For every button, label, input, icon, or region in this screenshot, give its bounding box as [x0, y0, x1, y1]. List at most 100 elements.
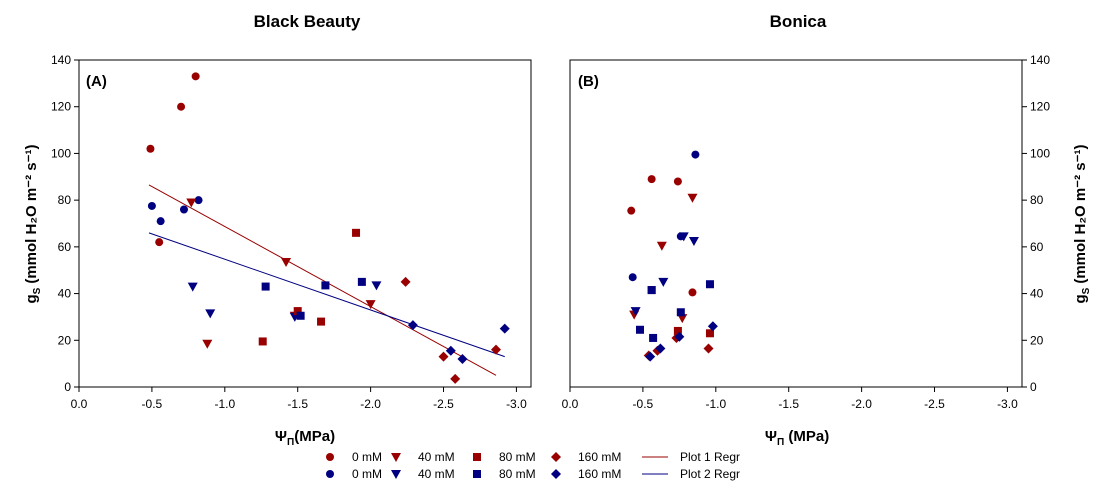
data-point-diamond-blue: [445, 345, 456, 356]
data-point-circle-blue: [147, 201, 156, 210]
legend-label: 80 mM: [499, 467, 536, 481]
data-point-diamond-red: [450, 373, 461, 384]
regression-line: [148, 232, 505, 358]
data-point-diamond-blue: [457, 353, 468, 364]
data-point-diamond-blue: [655, 343, 666, 354]
x-label-subscript: Π: [287, 437, 294, 448]
y-axis-b: 0 20 40 60 80 100 120 140: [1022, 53, 1050, 394]
data-point-triangle-down-red: [186, 198, 197, 208]
x-tick-label: -3.0: [506, 397, 527, 411]
x-axis-label-a: ΨΠ(MPa): [275, 428, 335, 448]
x-tick-label: -2.5: [433, 397, 454, 411]
data-point-triangle-down-red: [656, 241, 667, 251]
legend-label: 40 mM: [418, 450, 455, 464]
data-point-circle-blue: [628, 273, 637, 282]
legend-marker-circle-blue: [326, 470, 334, 478]
regression-lines-a: [148, 184, 505, 376]
data-point-square-blue: [635, 325, 644, 334]
data-point-triangle-down-blue: [187, 282, 198, 292]
x-tick-label: -0.5: [633, 397, 654, 411]
data-point-square-blue: [296, 311, 305, 320]
points-a: [146, 72, 510, 384]
x-tick-label: 0.0: [562, 397, 579, 411]
legend-label: 160 mM: [578, 467, 621, 481]
data-point-square-red: [352, 228, 361, 237]
x-tick-label: -1.0: [214, 397, 235, 411]
panel-label-b: (B): [578, 73, 599, 90]
legend-marker-diamond-blue: [551, 469, 561, 479]
data-point-square-red: [317, 317, 326, 326]
data-point-square-red: [705, 329, 714, 338]
y-tick-label: 100: [1030, 146, 1050, 160]
data-point-square-blue: [357, 277, 366, 286]
data-point-circle-blue: [194, 196, 203, 205]
y-tick-label: 60: [1030, 240, 1044, 254]
data-point-triangle-down-red: [677, 314, 688, 324]
x-axis-b: 0.0 -0.5 -1.0 -1.5 -2.0 -2.5 -3.0: [562, 387, 1018, 411]
x-tick-label: -0.5: [142, 397, 163, 411]
data-point-diamond-blue: [645, 351, 656, 362]
y-label-unit: (mmol H₂O m⁻² s⁻¹): [1072, 144, 1089, 283]
legend-label: 0 mM: [352, 450, 382, 464]
x-tick-label: -2.0: [360, 397, 381, 411]
legend-label: Plot 1 Regr: [680, 450, 740, 464]
data-point-square-blue: [321, 281, 330, 290]
legend-marker-square-red: [473, 453, 481, 461]
y-tick-label: 120: [1030, 100, 1050, 114]
regression-line: [148, 184, 497, 376]
data-point-triangle-down-red: [281, 258, 292, 268]
y-tick-label: 0: [64, 380, 71, 394]
x-tick-label: -1.0: [705, 397, 726, 411]
x-label-unit: (MPa): [784, 428, 829, 445]
y-tick-label: 20: [1030, 333, 1044, 347]
legend-label: 80 mM: [499, 450, 536, 464]
y-tick-label: 80: [1030, 193, 1044, 207]
y-tick-label: 0: [1030, 380, 1037, 394]
data-point-triangle-down-red: [202, 339, 213, 349]
data-point-diamond-red: [438, 351, 449, 362]
data-point-square-red: [293, 307, 302, 316]
data-point-square-blue: [676, 308, 685, 317]
y-tick-label: 80: [58, 193, 72, 207]
x-tick-label: -1.5: [778, 397, 799, 411]
data-point-triangle-down-blue: [630, 307, 641, 317]
x-label-symbol: Ψ: [765, 428, 777, 445]
x-tick-label: -3.0: [997, 397, 1018, 411]
y-tick-label: 140: [1030, 53, 1050, 67]
panel-bonica: Bonica (B) 0 20 40 60 80 100 120 140 0.0 -0.5 -1.…: [562, 12, 1092, 448]
data-point-diamond-red: [703, 343, 714, 354]
legend-label: Plot 2 Regr: [680, 467, 740, 481]
data-point-circle-red: [155, 238, 164, 247]
legend-label: 40 mM: [418, 467, 455, 481]
legend: 0 mM 0 mM 40 mM 40 mM 80 mM 80 mM 160 mM 160 mM…: [326, 450, 740, 481]
data-point-triangle-down-red: [687, 193, 698, 203]
data-point-diamond-red: [491, 344, 502, 355]
data-point-diamond-blue: [407, 320, 418, 331]
x-tick-label: -1.5: [287, 397, 308, 411]
data-point-circle-red: [191, 72, 200, 81]
data-point-square-red: [258, 337, 267, 346]
legend-marker-circle-red: [326, 453, 334, 461]
data-point-triangle-down-blue: [371, 281, 382, 291]
plot-frame-a: [78, 59, 532, 388]
x-tick-label: -2.0: [851, 397, 872, 411]
x-label-symbol: Ψ: [275, 428, 287, 445]
data-point-square-red: [673, 326, 682, 335]
data-point-circle-red: [647, 175, 656, 184]
data-point-circle-red: [627, 206, 636, 215]
data-point-circle-red: [673, 177, 682, 186]
y-axis-label-b: gS (mmol H₂O m⁻² s⁻¹): [1072, 144, 1092, 303]
legend-label: 0 mM: [352, 467, 382, 481]
data-point-circle-red: [146, 144, 155, 153]
legend-marker-triangle-down-red: [391, 453, 401, 462]
data-point-triangle-down-blue: [688, 237, 699, 247]
data-point-square-blue: [647, 286, 656, 295]
data-point-circle-blue: [691, 150, 700, 159]
y-label-symbol: g: [1072, 294, 1089, 303]
legend-label: 160 mM: [578, 450, 621, 464]
chart-title-bonica: Bonica: [770, 12, 827, 31]
data-point-circle-red: [688, 288, 697, 297]
x-tick-label: -2.5: [924, 397, 945, 411]
x-label-subscript: Π: [777, 437, 784, 448]
